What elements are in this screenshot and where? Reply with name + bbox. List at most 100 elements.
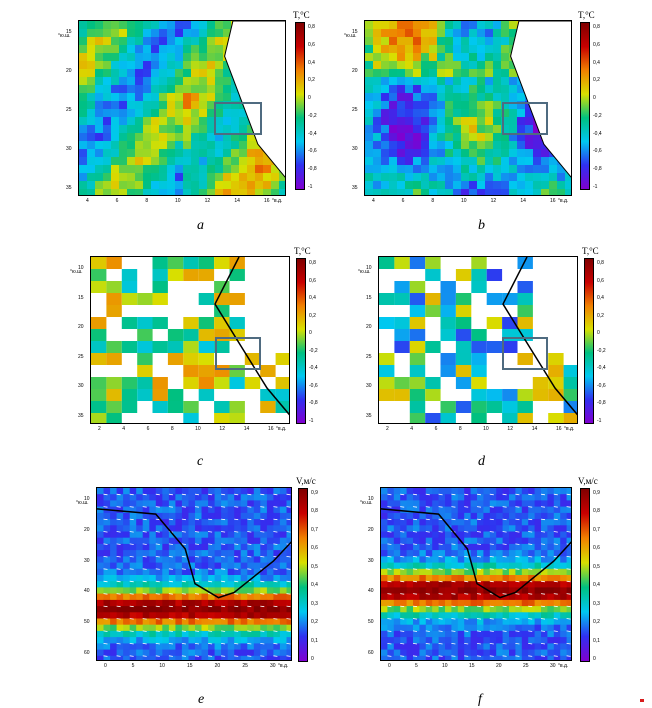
grid-cell <box>110 519 118 526</box>
grid-cell <box>409 353 426 365</box>
grid-cell <box>195 488 202 495</box>
grid-cell <box>152 401 168 413</box>
colorbar-title-d: T,°C <box>582 246 599 256</box>
grid-cell <box>87 165 96 174</box>
grid-cell <box>461 93 470 102</box>
grid-cell <box>286 531 291 539</box>
grid-cell <box>534 519 542 526</box>
grid-cell <box>525 181 534 190</box>
grid-cell <box>240 649 248 657</box>
coastline <box>510 21 571 178</box>
grid-cell <box>483 649 491 657</box>
grid-cell <box>549 157 558 166</box>
grid-cell <box>240 593 248 601</box>
grid-cell <box>485 173 494 182</box>
grid-cell <box>175 525 183 532</box>
grid-cell <box>496 537 504 545</box>
grid-cell <box>541 181 550 190</box>
grid-cell <box>142 556 150 564</box>
grid-cell <box>201 568 209 576</box>
grid-cell <box>489 543 497 551</box>
grid-cell <box>365 37 374 46</box>
grid-cell <box>553 506 561 514</box>
panel-label-d: d <box>478 454 485 469</box>
grid-cell <box>534 550 542 557</box>
grid-cell <box>406 506 414 514</box>
grid-cell <box>553 599 561 607</box>
grid-cell <box>393 643 401 651</box>
grid-cell <box>464 550 472 557</box>
grid-cell <box>199 29 208 38</box>
wind-arrow <box>540 531 546 533</box>
wind-arrow <box>155 593 160 595</box>
y-tick-label: 10 <box>368 496 374 502</box>
grid-cell <box>421 133 430 142</box>
grid-cell <box>162 599 170 607</box>
wind-arrow <box>116 568 121 570</box>
grid-cell <box>279 655 287 660</box>
grid-cell <box>553 556 561 564</box>
grid-cell <box>271 165 280 174</box>
grid-cell <box>167 257 184 269</box>
grid-cell <box>409 281 426 293</box>
grid-cell <box>149 543 157 551</box>
grid-cell <box>451 581 459 588</box>
colorbar-tick-label: -0,4 <box>309 365 318 372</box>
grid-cell <box>365 61 374 70</box>
grid-cell <box>477 612 484 619</box>
grid-cell <box>142 606 150 613</box>
grid-cell <box>162 587 170 595</box>
grid-cell <box>116 562 124 570</box>
grid-cell <box>191 181 200 190</box>
grid-cell <box>137 329 153 341</box>
wind-arrow <box>234 643 239 645</box>
wind-arrow <box>103 643 108 645</box>
grid-cell <box>453 189 462 195</box>
wind-arrow <box>221 518 226 521</box>
grid-cell <box>453 29 462 38</box>
grid-cell <box>438 506 446 514</box>
grid-cell <box>155 612 163 619</box>
grid-cell <box>91 341 107 353</box>
grid-cell <box>116 531 124 539</box>
grid-cell <box>566 568 571 576</box>
grid-cell <box>111 61 120 70</box>
grid-cell <box>483 618 491 626</box>
grid-cell <box>425 525 433 532</box>
corner-mark <box>640 699 644 702</box>
grid-cell <box>509 69 518 78</box>
wind-arrow <box>464 506 469 508</box>
grid-cell <box>260 525 268 532</box>
x-tick-label: 30 <box>270 663 276 669</box>
grid-cell <box>214 506 222 514</box>
grid-cell <box>453 165 462 174</box>
grid-cell <box>397 37 406 46</box>
wind-arrow <box>181 568 186 570</box>
wind-arrow <box>273 580 278 583</box>
grid-cell <box>461 29 470 38</box>
grid-cell <box>470 606 478 613</box>
wind-arrow <box>129 518 134 521</box>
grid-cell <box>142 630 150 638</box>
grid-cell <box>127 77 136 86</box>
grid-cell <box>253 550 261 557</box>
grid-cell <box>387 537 395 545</box>
grid-cell <box>521 519 529 526</box>
grid-cell <box>155 525 163 532</box>
grid-cell <box>521 550 529 557</box>
grid-cell <box>214 488 222 495</box>
grid-cell <box>496 500 504 508</box>
grid-cell <box>266 637 274 644</box>
grid-cell <box>393 568 401 576</box>
grid-cell <box>223 109 232 118</box>
wind-arrow <box>540 543 546 545</box>
grid-cell <box>400 506 408 514</box>
grid-cell <box>199 93 208 102</box>
grid-cell <box>207 101 216 110</box>
wind-arrow <box>260 493 265 496</box>
grid-cell <box>425 593 433 601</box>
grid-cell <box>515 543 523 551</box>
grid-cell <box>111 53 120 62</box>
grid-cell <box>389 117 398 126</box>
wind-arrow <box>168 655 173 657</box>
